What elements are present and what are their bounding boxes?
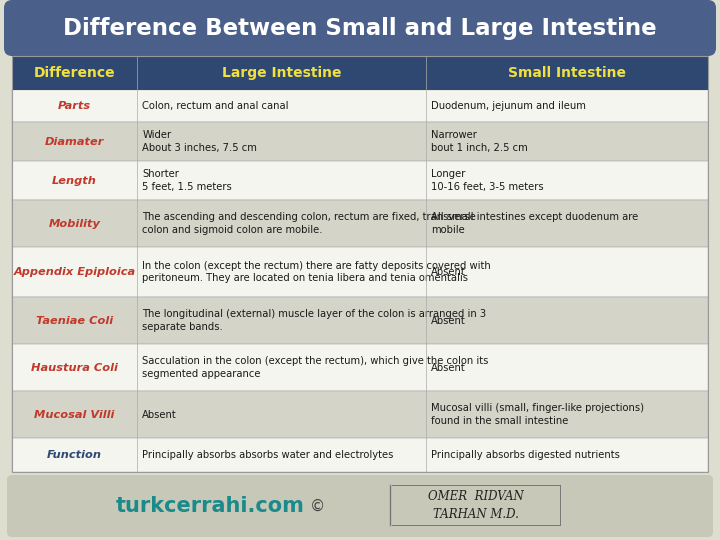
Text: turkcerrahi.com: turkcerrahi.com [116, 496, 305, 516]
Polygon shape [12, 200, 708, 247]
Text: Principally absorbs digested nutrients: Principally absorbs digested nutrients [431, 450, 620, 460]
Text: Absent: Absent [143, 409, 177, 420]
Polygon shape [12, 391, 708, 438]
FancyBboxPatch shape [7, 475, 713, 537]
Text: All small intestines except duodenum are
mobile: All small intestines except duodenum are… [431, 212, 639, 235]
Text: Shorter
5 feet, 1.5 meters: Shorter 5 feet, 1.5 meters [143, 169, 232, 192]
Text: ©: © [310, 498, 325, 514]
Text: Mucosal villi (small, finger-like projections)
found in the small intestine: Mucosal villi (small, finger-like projec… [431, 403, 644, 426]
Text: The ascending and descending colon, rectum are fixed, transverse
colon and sigmo: The ascending and descending colon, rect… [143, 212, 476, 235]
Text: The longitudinal (external) muscle layer of the colon is arranged in 3
separate : The longitudinal (external) muscle layer… [143, 309, 487, 332]
Text: TARHAN M.D.: TARHAN M.D. [433, 508, 519, 521]
Text: Function: Function [47, 450, 102, 460]
Text: Longer
10-16 feet, 3-5 meters: Longer 10-16 feet, 3-5 meters [431, 169, 544, 192]
Text: Difference: Difference [34, 66, 115, 80]
Text: Wider
About 3 inches, 7.5 cm: Wider About 3 inches, 7.5 cm [143, 130, 257, 153]
Text: Colon, rectum and anal canal: Colon, rectum and anal canal [143, 101, 289, 111]
Polygon shape [12, 438, 708, 472]
Text: Absent: Absent [431, 316, 466, 326]
Text: Taeniae Coli: Taeniae Coli [36, 316, 113, 326]
Text: Absent: Absent [431, 362, 466, 373]
Text: Diamater: Diamater [45, 137, 104, 147]
Polygon shape [12, 123, 708, 161]
Text: Narrower
bout 1 inch, 2.5 cm: Narrower bout 1 inch, 2.5 cm [431, 130, 528, 153]
Text: OMER  RIDVAN: OMER RIDVAN [428, 490, 524, 503]
Text: In the colon (except the rectum) there are fatty deposits covered with
peritoneu: In the colon (except the rectum) there a… [143, 261, 491, 284]
Text: Length: Length [53, 176, 97, 186]
Polygon shape [12, 344, 708, 391]
Polygon shape [12, 161, 708, 200]
Text: Difference Between Small and Large Intestine: Difference Between Small and Large Intes… [63, 17, 657, 39]
FancyBboxPatch shape [4, 0, 716, 56]
Text: Absent: Absent [431, 267, 466, 277]
Text: Small Intestine: Small Intestine [508, 66, 626, 80]
Polygon shape [12, 90, 708, 123]
Text: Principally absorbs absorbs water and electrolytes: Principally absorbs absorbs water and el… [143, 450, 394, 460]
Text: Large Intestine: Large Intestine [222, 66, 341, 80]
Polygon shape [12, 56, 708, 90]
Text: Appendix Epiploica: Appendix Epiploica [14, 267, 135, 277]
Polygon shape [12, 297, 708, 344]
Text: Mobility: Mobility [49, 219, 101, 228]
Text: Sacculation in the colon (except the rectum), which give the colon its
segmented: Sacculation in the colon (except the rec… [143, 356, 489, 379]
Text: Haustura Coli: Haustura Coli [31, 362, 118, 373]
Text: Duodenum, jejunum and ileum: Duodenum, jejunum and ileum [431, 101, 586, 111]
Polygon shape [12, 247, 708, 297]
Text: Parts: Parts [58, 101, 91, 111]
Text: Mucosal Villi: Mucosal Villi [35, 409, 114, 420]
